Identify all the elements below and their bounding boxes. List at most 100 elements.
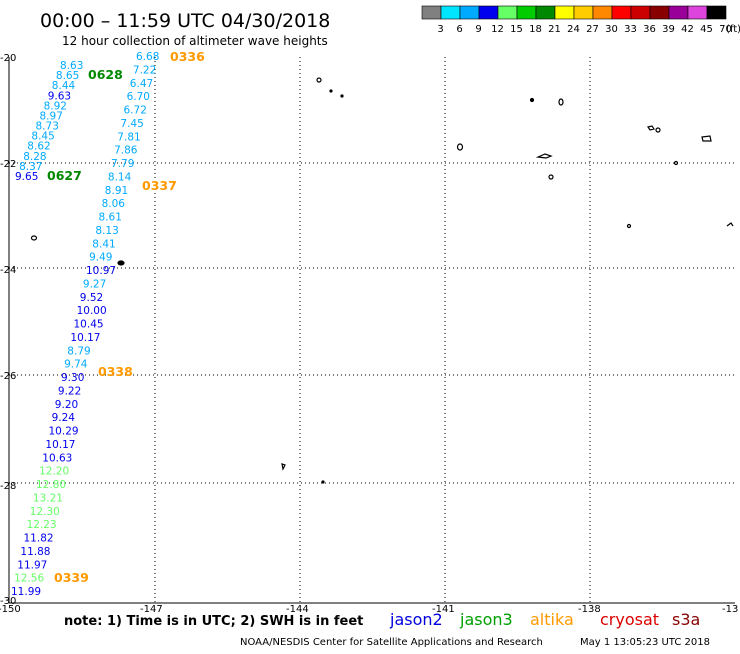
legend-label: 21 [548, 24, 561, 35]
wave-height-reading: 8.65 [56, 70, 79, 82]
wave-height-reading: 11.97 [17, 559, 47, 571]
wave-height-reading: 8.14 [108, 171, 132, 183]
graticule [9, 57, 735, 603]
altimeter-tracks: 6.687.22 6.476.70 6.727.457.81 7.867.798.14… [11, 51, 159, 598]
wave-height-reading: 10.97 [86, 265, 116, 277]
island-outline [321, 480, 325, 484]
legend-swatch [516, 5, 537, 20]
satellite-jason2: jason2 [389, 610, 443, 629]
map-title: 00:00 – 11:59 UTC 04/30/2018 [40, 10, 330, 32]
wave-height-reading: 9.27 [83, 278, 106, 290]
legend-swatch [554, 5, 575, 20]
legend-swatch [611, 5, 632, 20]
x-tick-label: -13 [722, 604, 738, 615]
plot-frame [8, 57, 735, 604]
legend-label: 27 [586, 24, 599, 35]
legend-label: 3 [437, 24, 443, 35]
wave-height-reading: 10.17 [45, 439, 75, 451]
legend-swatch [706, 5, 727, 20]
island-outlines [30, 77, 734, 484]
island-outline [30, 235, 38, 241]
pass-time-labels: 0336 0628 0627 0337 0338 0339 [47, 49, 205, 585]
wave-height-reading: 8.44 [52, 80, 76, 92]
wave-height-reading: 6.47 [130, 78, 153, 90]
y-tick-label: -24 [0, 265, 16, 276]
wave-height-reading: 9.30 [61, 372, 84, 384]
legend-label: 70 [719, 24, 732, 35]
legend-label: 15 [510, 24, 523, 35]
credit-line: NOAA/NESDIS Center for Satellite Applica… [240, 637, 543, 648]
pass-time-label: 0337 [142, 178, 177, 193]
legend-label: 30 [605, 24, 618, 35]
y-tick-label: -20 [0, 53, 16, 64]
wave-height-reading: 10.45 [74, 319, 104, 331]
wave-height-reading: 13.21 [33, 492, 63, 504]
y-axis-labels: -20 -22 -24 -26 -28 -30 [0, 53, 16, 607]
wave-height-reading: 10.00 [77, 305, 107, 317]
wave-height-reading: 9.74 [64, 359, 88, 371]
legend-label: 12 [491, 24, 504, 35]
wave-height-reading: 8.62 [27, 141, 50, 153]
island-outline [529, 97, 535, 103]
wave-height-reading: 9.22 [58, 385, 81, 397]
wave-height-reading: 12.30 [30, 506, 60, 518]
island-outline [456, 143, 464, 151]
island-outline [673, 160, 679, 166]
y-tick-label: -26 [0, 371, 16, 382]
island-outline [281, 463, 286, 471]
legend-swatch [573, 5, 594, 20]
wave-height-reading: 7.86 [114, 145, 138, 157]
island-outline [535, 153, 553, 159]
island-outline [701, 135, 712, 142]
wave-height-reading: 8.45 [31, 131, 54, 143]
wave-height-reading: 8.73 [36, 121, 59, 133]
legend-label: 6 [456, 24, 462, 35]
legend-swatch [421, 5, 442, 20]
pass-time-label: 0339 [54, 570, 89, 585]
island-outline [329, 89, 333, 93]
x-axis-labels: -150 -147 -144 -141 -138 -13 [0, 604, 738, 615]
pass-time-label: 0336 [170, 49, 205, 64]
y-tick-label: -30 [0, 596, 16, 607]
wave-height-reading: 9.49 [89, 252, 112, 264]
x-tick-label: -138 [578, 604, 601, 615]
wave-height-reading: 12.56 [14, 573, 44, 585]
wave-height-reading: 9.63 [48, 90, 71, 102]
satellite-cryosat: cryosat [600, 610, 659, 629]
generated-timestamp: May 1 13:05:23 UTC 2018 [580, 637, 710, 648]
legend-label: 39 [662, 24, 675, 35]
footer-note: note: 1) Time is in UTC; 2) SWH is in fe… [64, 614, 363, 629]
satellite-jason3: jason3 [459, 610, 513, 629]
legend-swatch [497, 5, 518, 20]
wave-height-reading: 8.06 [102, 198, 126, 210]
island-outline [558, 98, 564, 106]
wave-height-reading: 9.65 [15, 171, 38, 183]
wave-height-reading: 8.13 [95, 225, 118, 237]
wave-height-reading: 8.37 [19, 161, 42, 173]
wave-height-reading: 9.52 [80, 292, 103, 304]
wave-height-reading: 11.82 [24, 533, 54, 545]
pass-time-label: 0338 [98, 364, 133, 379]
satellite-s3a: s3a [672, 610, 700, 629]
x-tick-label: -144 [286, 604, 309, 615]
island-outline [626, 223, 632, 229]
wave-height-reading: 12.20 [39, 466, 69, 478]
legend-swatch [440, 5, 461, 20]
x-tick-label: -147 [140, 604, 163, 615]
wave-height-reading: 8.79 [67, 345, 90, 357]
wave-height-reading: 7.81 [117, 131, 140, 143]
color-legend: 3 6 9 12 15 18 21 24 27 30 33 36 39 42 45 70 [421, 5, 732, 35]
y-tick-label: -28 [0, 481, 16, 492]
wave-height-reading: 12.80 [36, 479, 66, 491]
wave-height-reading: 8.61 [99, 212, 122, 224]
legend-swatch [687, 5, 708, 20]
wave-height-reading: 9.20 [55, 399, 78, 411]
island-outline [548, 174, 554, 180]
legend-label: 24 [567, 24, 580, 35]
wave-height-reading: 11.99 [11, 586, 41, 598]
wave-height-reading: 12.23 [27, 519, 57, 531]
wave-height-reading: 8.92 [44, 100, 67, 112]
wave-height-reading: 7.22 [133, 64, 156, 76]
